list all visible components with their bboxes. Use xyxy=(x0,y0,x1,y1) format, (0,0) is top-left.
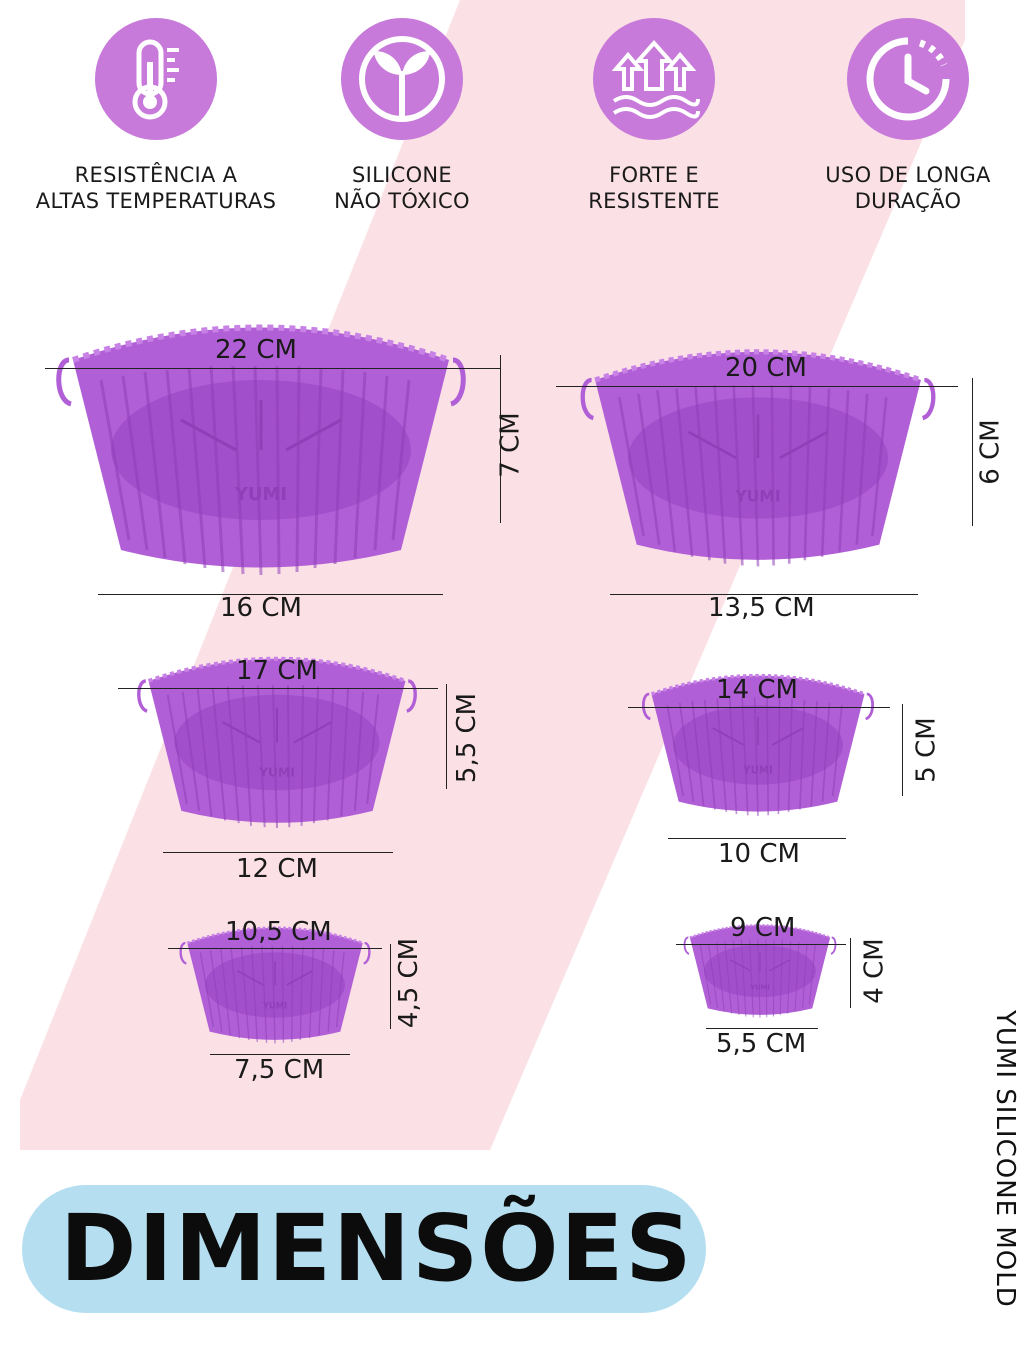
height-line xyxy=(390,944,391,1029)
feature-label: USO DE LONGA DURAÇÃO xyxy=(825,163,991,213)
title-pill xyxy=(22,1185,706,1313)
height-label: 4,5 CM xyxy=(394,937,425,1029)
height-label: 4 CM xyxy=(859,938,890,1004)
base-line xyxy=(668,838,846,839)
base-label: 13,5 CM xyxy=(708,593,815,623)
mold-logo: YUMI xyxy=(749,984,770,992)
arrows-up-icon xyxy=(593,18,715,140)
mold-14cm: YUMI xyxy=(641,673,875,818)
diameter-label: 20 CM xyxy=(725,353,807,383)
height-label: 7 CM xyxy=(495,412,526,478)
feature-heat-resistance: RESISTÊNCIA A ALTAS TEMPERATURAS xyxy=(26,18,286,214)
feature-long-lasting: USO DE LONGA DURAÇÃO xyxy=(778,18,1024,214)
mold-9cm: YUMI xyxy=(683,924,837,1019)
diameter-label: 17 CM xyxy=(236,656,318,686)
base-label: 10 CM xyxy=(718,839,800,869)
thermometer-icon xyxy=(95,18,217,140)
height-line xyxy=(972,378,973,526)
diameter-line xyxy=(676,944,846,945)
mold-logo: YUMI xyxy=(258,766,295,780)
mold-22cm: YUMI xyxy=(26,300,496,600)
base-label: 16 CM xyxy=(220,593,302,623)
base-label: 7,5 CM xyxy=(234,1055,325,1085)
height-line xyxy=(850,938,851,1008)
height-label: 5 CM xyxy=(911,717,942,783)
mold-20cm: YUMI xyxy=(548,328,968,588)
height-line xyxy=(500,355,501,523)
diameter-line xyxy=(556,386,958,387)
diameter-label: 14 CM xyxy=(716,675,798,705)
base-line xyxy=(610,594,918,595)
page-title: DIMENSÕES xyxy=(60,1195,694,1302)
brand-label: YUMI SILICONE MOLD xyxy=(990,1010,1020,1308)
diameter-line xyxy=(45,368,500,369)
base-label: 5,5 CM xyxy=(716,1029,807,1059)
feature-label: RESISTÊNCIA A ALTAS TEMPERATURAS xyxy=(35,163,277,213)
height-line xyxy=(446,684,447,789)
feature-label: FORTE E RESISTENTE xyxy=(588,163,720,213)
mold-17cm: YUMI xyxy=(112,640,442,845)
diameter-line xyxy=(118,688,438,689)
feature-label: SILICONE NÃO TÓXICO xyxy=(334,163,470,213)
diameter-label: 9 CM xyxy=(730,913,796,943)
mold-logo: YUMI xyxy=(742,765,773,776)
diameter-label: 22 CM xyxy=(215,335,297,365)
diameter-line xyxy=(168,948,382,949)
mold-logo: YUMI xyxy=(262,1000,287,1010)
diameter-line xyxy=(628,707,890,708)
height-line xyxy=(902,704,903,796)
height-label: 5,5 CM xyxy=(452,692,483,784)
base-line xyxy=(706,1028,818,1029)
diameter-label: 10,5 CM xyxy=(225,917,332,947)
mold-10-5cm: YUMI xyxy=(179,926,371,1045)
base-label: 12 CM xyxy=(236,854,318,884)
base-line xyxy=(98,594,443,595)
base-line xyxy=(163,852,393,853)
leaf-icon xyxy=(341,18,463,140)
feature-strong: FORTE E RESISTENTE xyxy=(524,18,784,214)
feature-non-toxic: SILICONE NÃO TÓXICO xyxy=(272,18,532,214)
base-line xyxy=(210,1054,350,1055)
clock-icon xyxy=(847,18,969,140)
mold-logo: YUMI xyxy=(734,487,780,505)
mold-logo: YUMI xyxy=(234,484,287,505)
height-label: 6 CM xyxy=(975,419,1006,485)
